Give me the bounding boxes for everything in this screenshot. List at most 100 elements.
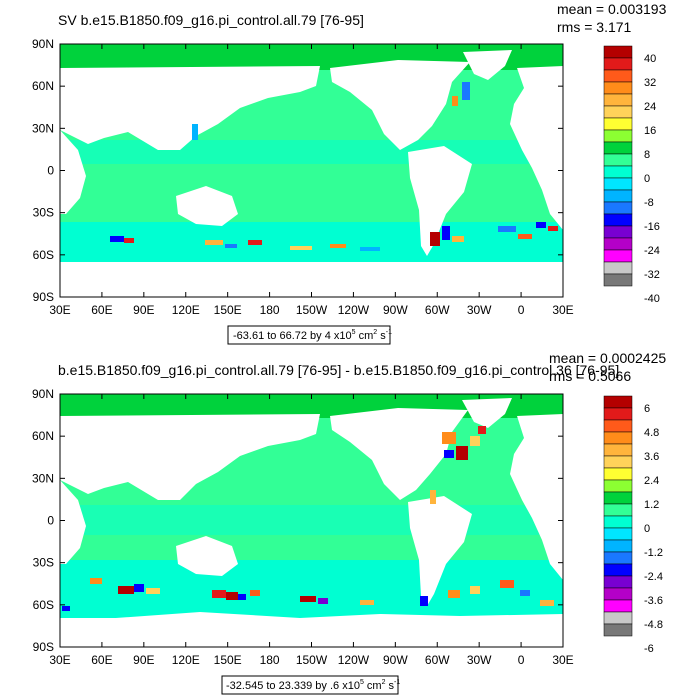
y-tick-label: 30N	[32, 121, 54, 135]
panel-1-mean: mean = 0.003193	[557, 1, 667, 17]
panel-1-range-label: -63.61 to 66.72 by 4 x10	[233, 330, 352, 342]
colorbar-swatch	[603, 201, 633, 215]
panel-1-land-north-america	[330, 60, 470, 150]
y-tick-label: 30S	[33, 556, 54, 570]
colorbar-swatch	[603, 57, 633, 71]
x-tick-label: 120W	[338, 303, 370, 317]
panel-2-colorbar: 6 4.8 3.6 2.4 1.2 0 -1.2 -2.4 -3.6 -4.8 -6	[603, 395, 663, 655]
colorbar-swatch	[603, 503, 633, 517]
colorbar-label: 2.4	[644, 475, 659, 487]
y-tick-label: 90S	[33, 640, 54, 654]
colorbar-swatch	[603, 599, 633, 613]
panel-1-land-eurasia	[60, 66, 320, 150]
x-tick-label: 90W	[383, 303, 408, 317]
y-tick-label: 60N	[32, 429, 54, 443]
panel-1-range-units-tail: s	[377, 330, 386, 342]
colorbar-swatch	[603, 587, 633, 601]
panel-2-land-europe-africa	[510, 414, 563, 580]
colorbar-label: 3.6	[644, 451, 659, 463]
panel-1-map	[60, 44, 563, 297]
colorbar-swatch	[603, 225, 633, 239]
colorbar-swatch	[603, 527, 633, 541]
colorbar-swatch	[603, 69, 633, 83]
colorbar-swatch	[603, 273, 633, 287]
colorbar-swatch	[603, 479, 633, 493]
x-tick-label: 90E	[133, 303, 154, 317]
panel-2-range-exp: 5	[360, 679, 364, 686]
colorbar-label: -40	[644, 293, 660, 305]
y-tick-label: 90N	[32, 37, 54, 51]
panel-2-x-axis: 30E 60E 90E 120E 150E 180 150W 120W 90W 60W 30W 0 30…	[49, 394, 574, 667]
colorbar-swatch	[603, 213, 633, 227]
x-tick-label: 150E	[214, 303, 242, 317]
colorbar-swatch	[603, 45, 633, 59]
x-tick-label: 90E	[133, 653, 154, 667]
svg-text:-32.545 to 23.339 by .6 x105 c: -32.545 to 23.339 by .6 x105 cm2 s-1	[226, 679, 400, 692]
panel-2-title: b.e15.B1850.f09_g16.pi_control.all.79 [7…	[58, 362, 619, 378]
panel-1-equatorial-band	[60, 140, 563, 164]
colorbar-swatch	[603, 117, 633, 131]
panel-2-range-label: -32.545 to 23.339 by .6 x10	[226, 680, 360, 692]
x-tick-label: 60W	[425, 653, 450, 667]
x-tick-label: 150W	[296, 653, 328, 667]
colorbar-swatch	[603, 611, 633, 625]
x-tick-label: 30E	[49, 653, 70, 667]
colorbar-swatch	[603, 455, 633, 469]
panel-2-rms: rms = 0.5066	[549, 368, 631, 384]
y-tick-label: 90N	[32, 387, 54, 401]
panel-1-land-antarctica	[60, 262, 563, 297]
panel-2-land-greenland	[462, 398, 512, 428]
x-tick-label: 0	[518, 303, 525, 317]
panel-1-title: SV b.e15.B1850.f09_g16.pi_control.all.79…	[58, 12, 364, 28]
panel-1-land-greenland	[463, 50, 512, 80]
colorbar-label: 8	[644, 149, 650, 161]
panel-1: SV b.e15.B1850.f09_g16.pi_control.all.79…	[32, 1, 667, 345]
colorbar-swatch	[603, 551, 633, 565]
colorbar-swatch	[603, 563, 633, 577]
colorbar-label: 4.8	[644, 427, 659, 439]
colorbar-swatch	[603, 261, 633, 275]
panel-2-eddy-features	[62, 426, 554, 611]
panel-1-land-africa-west	[60, 130, 86, 214]
panel-1-land-europe-africa	[510, 66, 563, 230]
x-tick-label: 60E	[91, 653, 112, 667]
panel-2-range-units-tail: s	[385, 680, 394, 692]
colorbar-label: 40	[644, 53, 656, 65]
panel-1-colorbar: 40 32 24 16 8 0 -8 -16 -24 -32 -40	[603, 45, 660, 305]
colorbar-swatch	[603, 189, 633, 203]
colorbar-swatch	[603, 467, 633, 481]
x-tick-label: 120E	[172, 653, 200, 667]
panel-2-range-box: -32.545 to 23.339 by .6 x105 cm2 s-1	[221, 675, 400, 695]
panel-1-range-units-exp: 2	[373, 329, 377, 336]
colorbar-label: 0	[644, 523, 650, 535]
y-tick-label: 30N	[32, 471, 54, 485]
x-tick-label: 150E	[214, 653, 242, 667]
x-tick-label: 60W	[425, 303, 450, 317]
x-tick-label: 0	[518, 653, 525, 667]
panel-2-equatorial-band	[60, 505, 563, 535]
colorbar-swatch	[603, 575, 633, 589]
panel-2-land-africa-west	[60, 480, 86, 564]
colorbar-label: -1.2	[644, 547, 663, 559]
x-tick-label: 30W	[467, 303, 492, 317]
y-tick-label: 60S	[33, 598, 54, 612]
panel-1-range-units: cm	[356, 330, 374, 342]
colorbar-swatch	[603, 153, 633, 167]
panel-1-land-south-america	[408, 146, 472, 256]
y-tick-label: 0	[47, 164, 54, 178]
panel-2-land-north-america	[330, 408, 468, 500]
panel-1-eddy-features	[110, 82, 558, 251]
colorbar-label: 1.2	[644, 499, 659, 511]
colorbar-swatch	[603, 129, 633, 143]
colorbar-swatch	[603, 623, 633, 637]
svg-text:-63.61 to 66.72 by 4 x105 cm2: -63.61 to 66.72 by 4 x105 cm2 s-1	[233, 329, 392, 342]
colorbar-label: 6	[644, 403, 650, 415]
panel-1-x-axis: 30E 60E 90E 120E 150E 180 150W 120W 90W 60W 30W 0 30…	[49, 44, 574, 317]
colorbar-label: -8	[644, 197, 654, 209]
colorbar-label: 32	[644, 77, 656, 89]
colorbar-swatch	[603, 93, 633, 107]
panel-2: b.e15.B1850.f09_g16.pi_control.all.79 [7…	[32, 350, 666, 695]
x-tick-label: 180	[260, 303, 280, 317]
colorbar-label: -16	[644, 221, 660, 233]
